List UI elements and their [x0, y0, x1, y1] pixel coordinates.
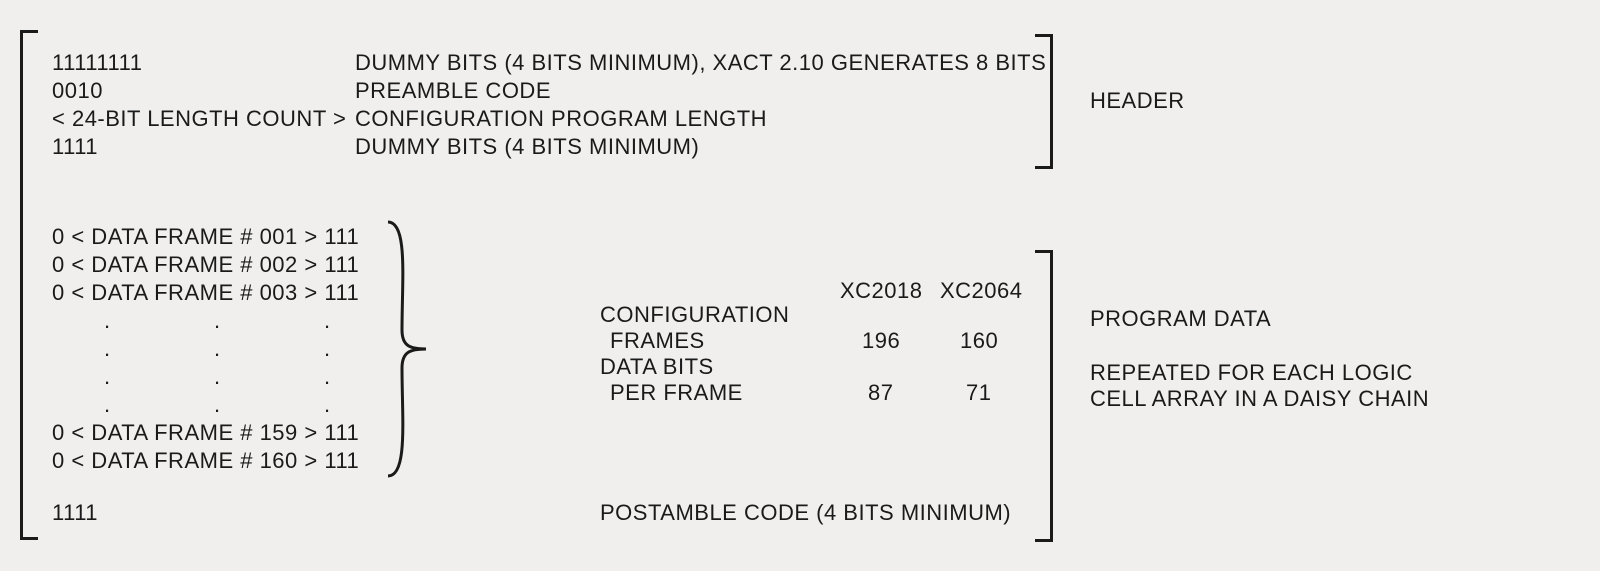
- data-frame-160: 0 < DATA FRAME # 160 > 111: [52, 448, 359, 474]
- ellipsis-row: . . .: [52, 336, 382, 362]
- curly-brace-icon: [380, 220, 430, 478]
- data-frame-001: 0 < DATA FRAME # 001 > 111: [52, 224, 359, 250]
- program-data-note-l1: REPEATED FOR EACH LOGIC: [1090, 360, 1413, 386]
- table-row-label-databits: DATA BITS: [600, 354, 714, 380]
- postamble-bits: 1111: [52, 500, 98, 526]
- table-row-label-frames: FRAMES: [610, 328, 705, 354]
- table-value-bits-xc2064: 71: [966, 380, 991, 406]
- header-length-count-desc: CONFIGURATION PROGRAM LENGTH: [355, 106, 767, 132]
- dot: .: [104, 308, 110, 334]
- outer-left-bracket: [20, 30, 38, 540]
- program-data-label: PROGRAM DATA: [1090, 306, 1271, 332]
- dot: .: [324, 336, 330, 362]
- header-dummy-bits-value: 11111111: [52, 50, 142, 76]
- dot: .: [104, 364, 110, 390]
- dot: .: [214, 392, 220, 418]
- table-value-frames-xc2018: 196: [862, 328, 900, 354]
- table-value-frames-xc2064: 160: [960, 328, 998, 354]
- ellipsis-row: . . .: [52, 308, 382, 334]
- table-col-header-xc2064: XC2064: [940, 278, 1023, 304]
- header-section-label: HEADER: [1090, 88, 1185, 114]
- header-trailer-desc: DUMMY BITS (4 BITS MINIMUM): [355, 134, 699, 160]
- dot: .: [104, 336, 110, 362]
- header-preamble-desc: PREAMBLE CODE: [355, 78, 551, 104]
- dot: .: [214, 308, 220, 334]
- dot: .: [214, 364, 220, 390]
- table-value-bits-xc2018: 87: [868, 380, 893, 406]
- program-data-note-l2: CELL ARRAY IN A DAISY CHAIN: [1090, 386, 1429, 412]
- dot: .: [324, 308, 330, 334]
- diagram-container: 11111111 0010 < 24-BIT LENGTH COUNT > 11…: [20, 20, 1580, 551]
- postamble-desc: POSTAMBLE CODE (4 BITS MINIMUM): [600, 500, 1011, 526]
- program-data-right-bracket: [1035, 250, 1053, 542]
- ellipsis-row: . . .: [52, 392, 382, 418]
- dot: .: [214, 336, 220, 362]
- data-frame-003: 0 < DATA FRAME # 003 > 111: [52, 280, 359, 306]
- header-preamble-value: 0010: [52, 78, 103, 104]
- header-trailer-value: 1111: [52, 134, 98, 160]
- table-col-header-xc2018: XC2018: [840, 278, 923, 304]
- table-row-label-config: CONFIGURATION: [600, 302, 789, 328]
- dot: .: [324, 392, 330, 418]
- header-length-count-value: < 24-BIT LENGTH COUNT >: [52, 106, 346, 132]
- dot: .: [104, 392, 110, 418]
- dot: .: [324, 364, 330, 390]
- header-dummy-bits-desc: DUMMY BITS (4 BITS MINIMUM), XACT 2.10 G…: [355, 50, 1046, 76]
- ellipsis-row: . . .: [52, 364, 382, 390]
- table-row-label-perframe: PER FRAME: [610, 380, 743, 406]
- data-frame-002: 0 < DATA FRAME # 002 > 111: [52, 252, 359, 278]
- data-frame-159: 0 < DATA FRAME # 159 > 111: [52, 420, 359, 446]
